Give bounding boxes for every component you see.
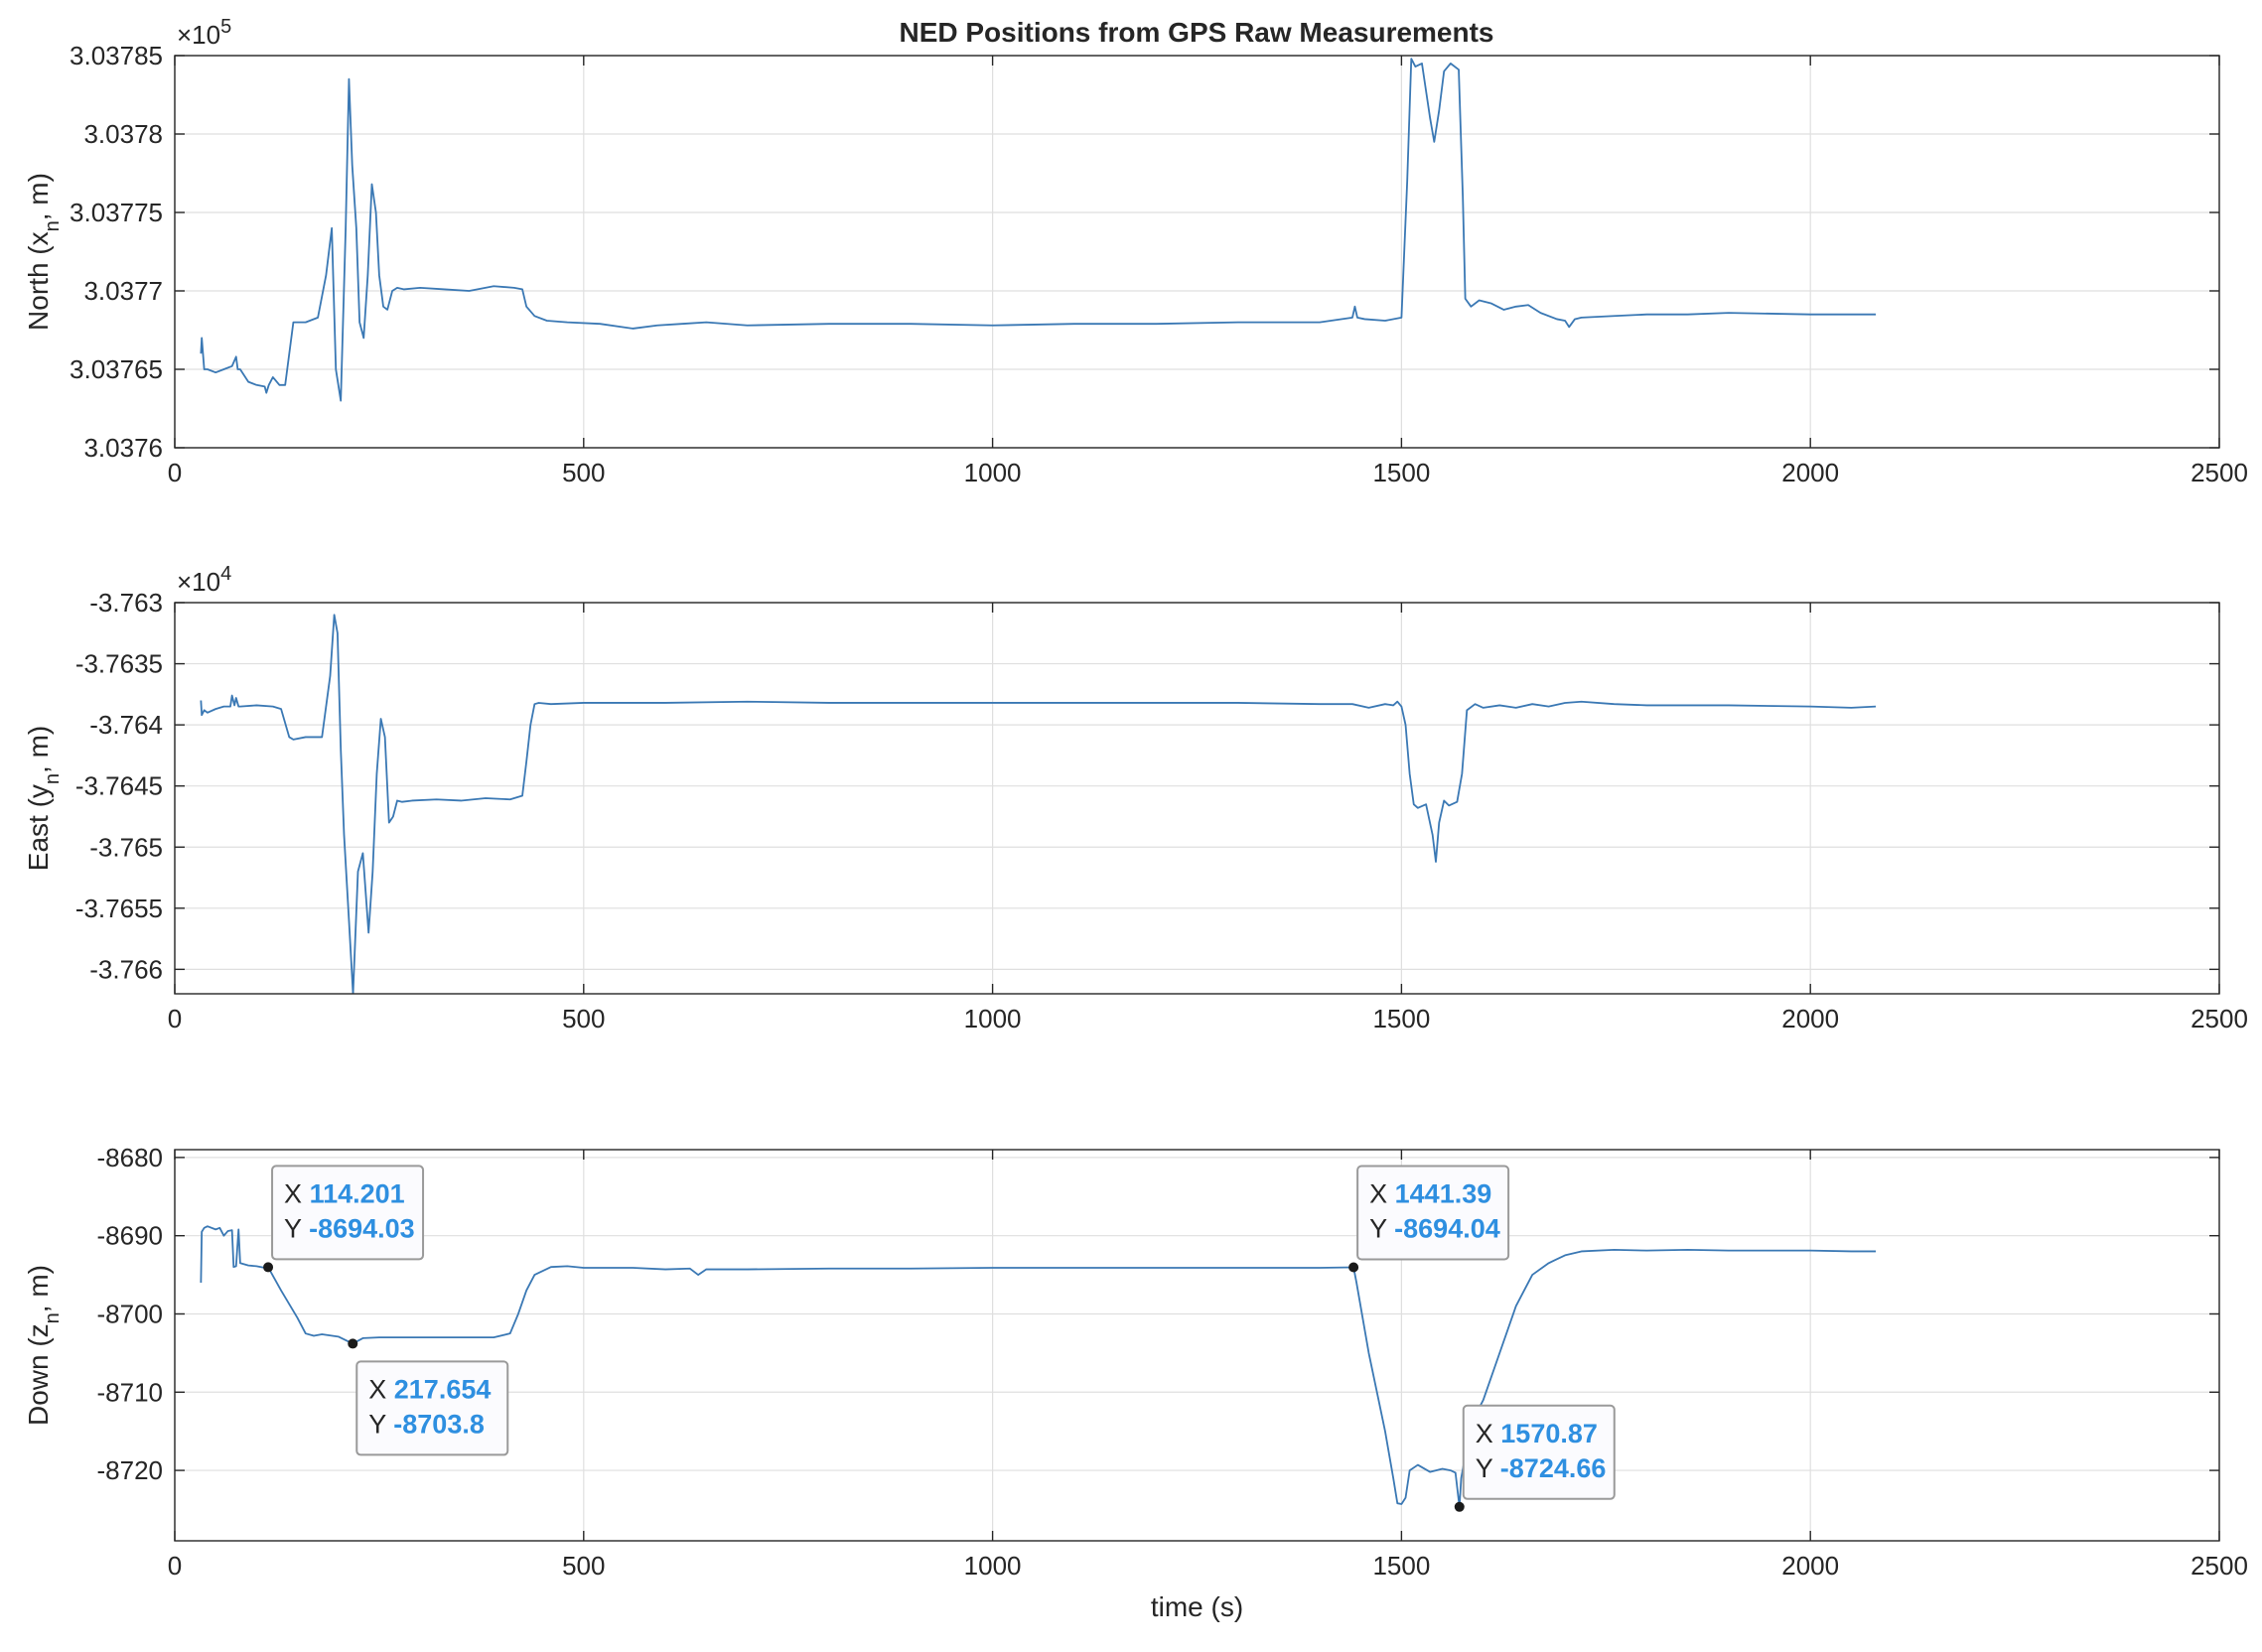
axes-north: 0 500 1000 1500 2000 2500 3.0376 3.03765 3.0377 3…	[23, 16, 2248, 487]
datatip-box	[1356, 1165, 1510, 1261]
datatip-x: X 1441.39	[1369, 1179, 1491, 1209]
datatip-y: Y -8694.03	[284, 1213, 415, 1243]
y-tick-label: -3.7635	[75, 649, 163, 679]
x-tick-label: 0	[168, 458, 182, 487]
axes-east: 0 500 1000 1500 2000 2500 -3.766 -3.7655 -3.765 -…	[23, 563, 2248, 1033]
y-exponent-label: ×105	[177, 16, 231, 50]
datatip-x: X 1570.87	[1476, 1419, 1598, 1448]
y-tick-label: -3.7655	[75, 894, 163, 923]
x-tick-label: 1000	[964, 1551, 1022, 1581]
datatip-x: X 114.201	[284, 1178, 405, 1208]
x-tick-label: 2000	[1781, 1004, 1839, 1033]
x-tick-label: 2500	[2191, 1551, 2248, 1581]
axes-frame-north	[174, 55, 2220, 449]
y-tick-label: -8720	[97, 1455, 164, 1485]
figure-title: NED Positions from GPS Raw Measurements	[899, 17, 1493, 48]
x-tick-label: 500	[562, 1551, 605, 1581]
x-tick-label: 1000	[964, 458, 1022, 487]
datatip-x: X 217.654	[368, 1374, 491, 1404]
x-tick-label: 2500	[2191, 1004, 2248, 1033]
series-line-east	[200, 614, 1877, 994]
datatip-y: Y -8703.8	[368, 1409, 485, 1439]
datatip-box	[355, 1360, 509, 1456]
y-tick-label: -3.765	[89, 832, 163, 862]
datatip-y: Y -8724.66	[1476, 1453, 1607, 1483]
y-tick-label: 3.03775	[70, 198, 163, 227]
series-line-down	[200, 1225, 1877, 1508]
datatip-y: Y -8694.04	[1369, 1214, 1500, 1244]
datatip-marker	[348, 1338, 358, 1349]
datatip: X 1570.87 Y -8724.66	[1454, 1404, 1616, 1512]
datatip: X 1441.39 Y -8694.04	[1348, 1165, 1510, 1273]
x-tick-label: 500	[562, 458, 605, 487]
x-tick-label: 1500	[1372, 458, 1430, 487]
y-tick-label: -3.7645	[75, 771, 163, 801]
x-tick-label: 2500	[2191, 458, 2248, 487]
datatip-marker	[1454, 1501, 1465, 1512]
datatip-marker	[263, 1262, 274, 1273]
y-tick-label: -8690	[97, 1221, 164, 1251]
y-axis-label: East (yn, m)	[23, 726, 64, 871]
y-tick-label: 3.0377	[83, 276, 163, 306]
y-exponent-label: ×104	[177, 563, 231, 597]
datatip: X 217.654 Y -8703.8	[348, 1338, 509, 1456]
y-tick-label: -8700	[97, 1299, 164, 1328]
y-tick-label: -8680	[97, 1143, 164, 1172]
datatip-box	[1462, 1404, 1616, 1500]
axes-frame-east	[174, 602, 2220, 995]
y-tick-label: 3.03765	[70, 354, 163, 384]
datatip: X 114.201 Y -8694.03	[263, 1165, 425, 1273]
y-axis-label: North (xn, m)	[23, 173, 64, 331]
series-line-north	[200, 58, 1877, 402]
x-tick-label: 2000	[1781, 1551, 1839, 1581]
x-tick-label: 0	[168, 1004, 182, 1033]
y-tick-label: -3.766	[89, 954, 163, 984]
y-tick-label: 3.03785	[70, 41, 163, 70]
axes-frame-down	[174, 1149, 2220, 1542]
x-tick-label: 500	[562, 1004, 605, 1033]
x-tick-label: 2000	[1781, 458, 1839, 487]
x-tick-label: 1500	[1372, 1551, 1430, 1581]
y-tick-label: 3.0376	[83, 433, 163, 463]
plot-area-north	[175, 56, 2219, 448]
y-tick-label: 3.0378	[83, 119, 163, 149]
y-tick-label: -8710	[97, 1377, 164, 1407]
x-axis-label: time (s)	[1151, 1591, 1243, 1622]
y-tick-label: -3.764	[89, 710, 163, 740]
x-tick-label: 1500	[1372, 1004, 1430, 1033]
y-tick-label: -3.763	[89, 588, 163, 618]
y-axis-label: Down (zn, m)	[23, 1265, 64, 1426]
axes-down: 0 500 1000 1500 2000 2500 -8720 -8710 -8700 -8690…	[23, 1143, 2248, 1622]
x-tick-label: 1000	[964, 1004, 1022, 1033]
datatip-marker	[1348, 1262, 1359, 1273]
datatip-box	[271, 1165, 425, 1261]
x-tick-label: 0	[168, 1551, 182, 1581]
plot-area-down	[175, 1150, 2219, 1541]
